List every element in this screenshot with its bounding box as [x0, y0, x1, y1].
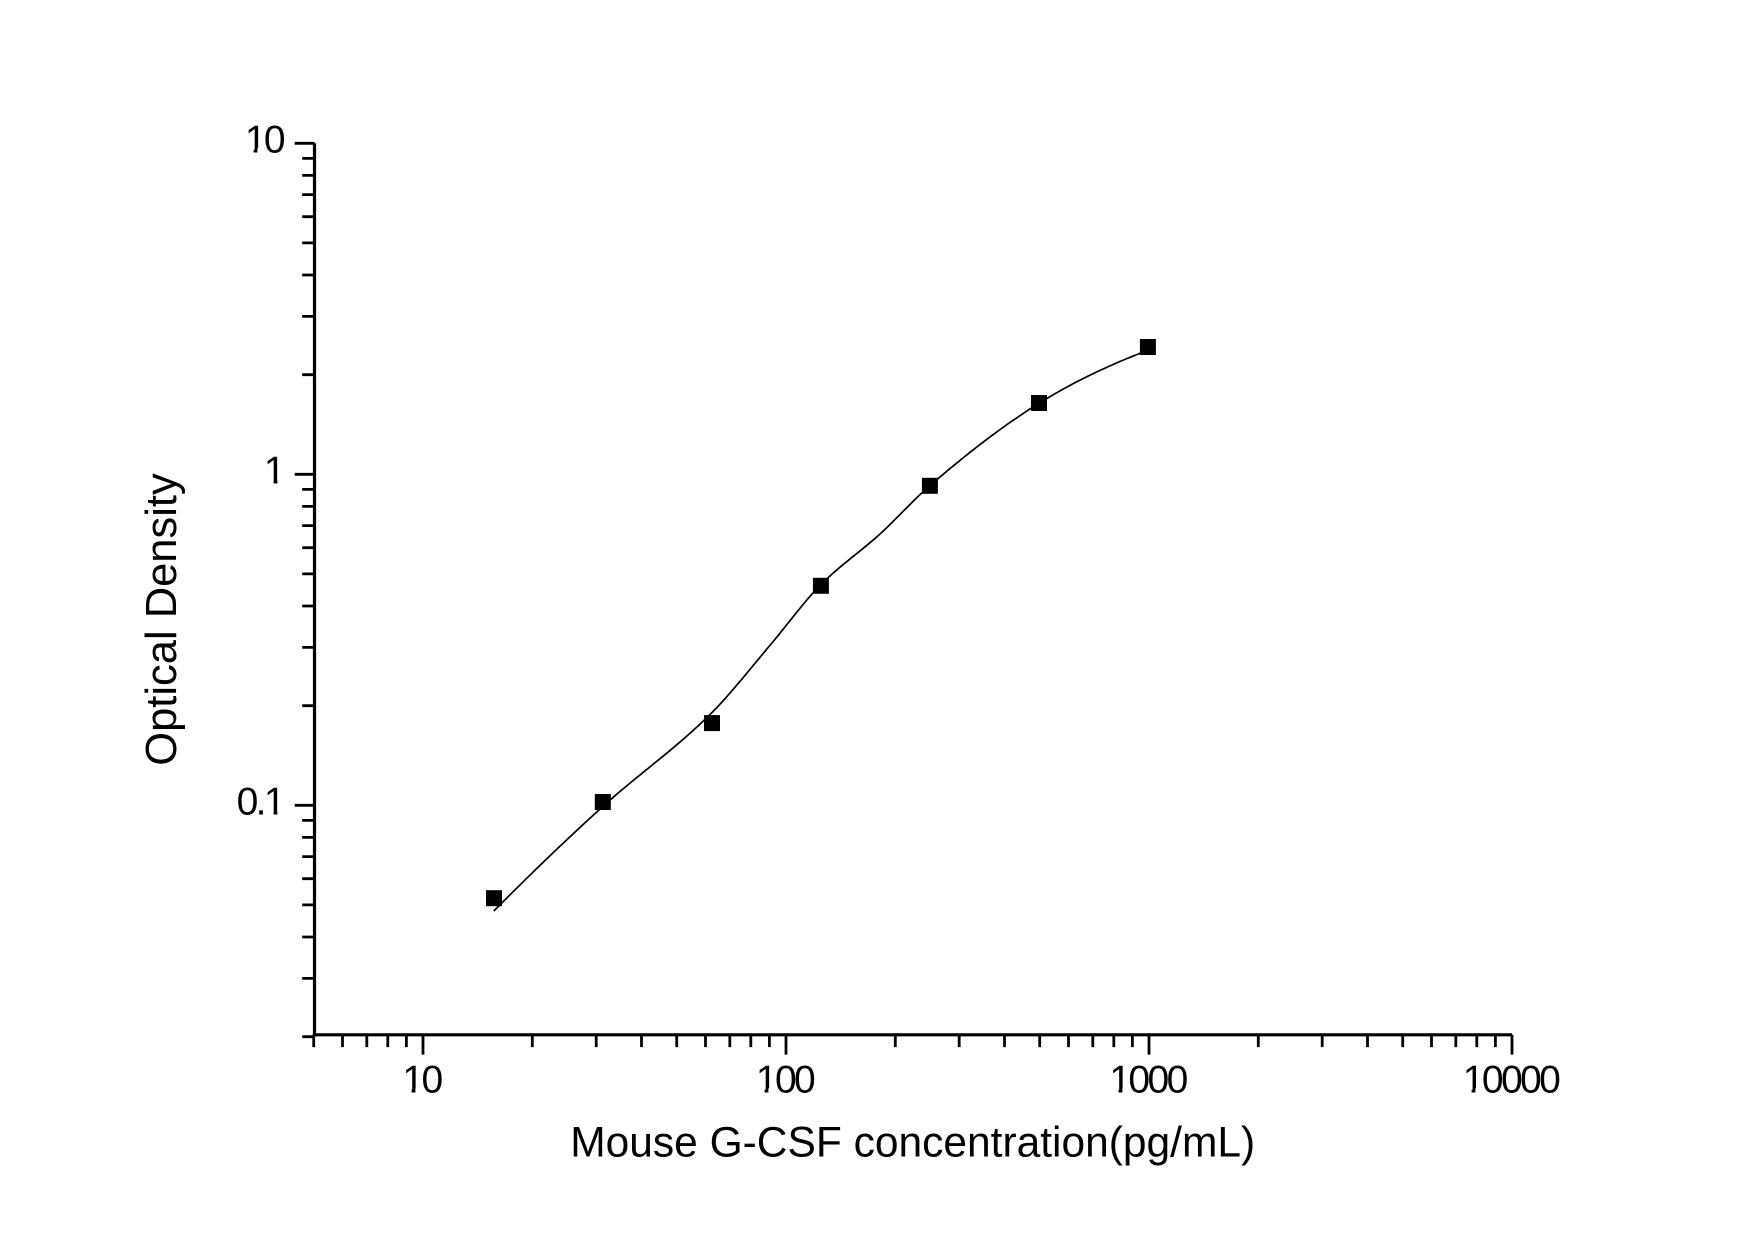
svg-text:10000: 10000: [1463, 1059, 1560, 1102]
svg-text:Optical Density: Optical Density: [138, 473, 186, 766]
svg-text:10: 10: [245, 118, 285, 161]
svg-text:1000: 1000: [1109, 1059, 1187, 1102]
svg-text:0.1: 0.1: [237, 780, 284, 823]
svg-text:Mouse G-CSF concentration(pg/m: Mouse G-CSF concentration(pg/mL): [570, 1119, 1255, 1166]
svg-text:10: 10: [402, 1059, 442, 1102]
svg-text:100: 100: [756, 1059, 815, 1102]
svg-text:1: 1: [264, 449, 284, 492]
